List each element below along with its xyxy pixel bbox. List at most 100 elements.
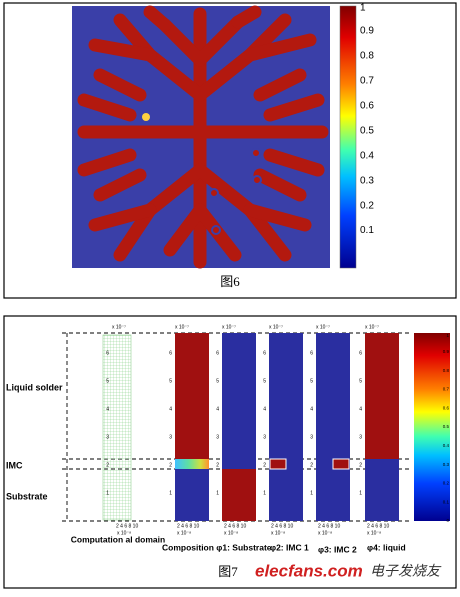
region-label: Substrate [6,491,48,501]
exponent-label: x 10⁻⁷ [112,324,126,330]
x-tick-labels: 2 4 6 8 10 [367,523,389,529]
y-tick-label: 6 [106,350,109,356]
droplet [142,113,150,121]
caption: 图7 [218,564,238,579]
y-tick-label: 4 [359,406,362,412]
dendrite [77,5,329,269]
exponent-label: x 10⁻⁸ [224,530,238,536]
x-tick-labels: 2 4 6 8 10 [318,523,340,529]
x-tick-labels: 2 4 6 8 10 [116,523,138,529]
y-tick-label: 2 [263,462,266,468]
y-tick-label: 4 [263,406,266,412]
y-tick-label: 1 [106,490,109,496]
y-tick-label: 6 [216,350,219,356]
panels [175,333,399,521]
exponent-label: x 10⁻⁷ [222,324,236,330]
region-label: Liquid solder [6,382,63,392]
y-tick-label: 1 [263,490,266,496]
droplet [211,225,221,235]
droplet [209,188,219,198]
y-tick-label: 4 [310,406,313,412]
y-tick-label: 6 [359,350,362,356]
x-tick-labels: 2 4 6 8 10 [271,523,293,529]
exponent-label: x 10⁻⁸ [318,530,332,536]
y-tick-label: 5 [359,378,362,384]
y-tick-label: 1 [216,490,219,496]
y-tick-label: 3 [106,434,109,440]
colorbar-tick-label: 1 [446,333,449,338]
droplet [251,148,261,158]
colorbar-tick-label: 0.8 [443,368,450,373]
y-tick-label: 1 [359,490,362,496]
y-tick-label: 6 [169,350,172,356]
region-label: IMC [6,460,23,470]
colorbar-tick-label: 0.4 [360,150,374,161]
panel-label: φ3: IMC 2 [318,544,357,554]
exponent-label: x 10⁻⁸ [117,530,131,536]
colorbar-tick-label: 0.5 [443,424,450,429]
y-tick-label: 6 [263,350,266,356]
exponent-label: x 10⁻⁸ [367,530,381,536]
y-tick-label: 2 [106,462,109,468]
colorbar-tick-label: 0.7 [360,75,374,86]
y-tick-label: 4 [106,406,109,412]
colorbar-tick-label: 0.9 [443,349,450,354]
colorbar-tick-label: 0.9 [360,26,374,37]
y-tick-label: 5 [310,378,313,384]
colorbar [414,333,450,521]
droplet [252,175,262,185]
colorbar-tick-label: 0.2 [443,481,450,486]
panel-label: Composition φ1: Substrate [162,542,272,552]
colorbar-tick-label: 0 [446,518,449,523]
y-tick-label: 2 [216,462,219,468]
colorbar-tick-label: 0.7 [443,387,450,392]
colorbar-tick-label: 0.6 [360,100,374,111]
y-tick-label: 1 [169,490,172,496]
y-tick-label: 2 [310,462,313,468]
colorbar-tick-label: 0.3 [360,175,374,186]
mesh [102,334,132,521]
y-tick-label: 6 [310,350,313,356]
colorbar-tick-label: 0.8 [360,51,374,62]
y-tick-label: 5 [216,378,219,384]
y-tick-label: 5 [106,378,109,384]
exponent-label: x 10⁻⁷ [269,324,283,330]
exponent-label: x 10⁻⁸ [177,530,191,536]
figure-frame [3,315,457,589]
x-tick-labels: 2 4 6 8 10 [224,523,246,529]
y-tick-label: 3 [310,434,313,440]
y-tick-label: 3 [359,434,362,440]
colorbar-tick-label: 0.6 [443,405,450,410]
domain-label: Computation al domain [71,534,165,544]
colorbar-tick-label: 0.5 [360,125,374,136]
exponent-label: x 10⁻⁸ [271,530,285,536]
caption: 图6 [220,274,240,289]
colorbar-tick-label: 0.1 [443,499,450,504]
y-tick-label: 5 [263,378,266,384]
y-tick-label: 1 [310,490,313,496]
exponent-label: x 10⁻⁷ [316,324,330,330]
exponent-label: x 10⁻⁷ [175,324,189,330]
x-tick-labels: 2 4 6 8 10 [177,523,199,529]
y-tick-label: 4 [169,406,172,412]
figure-frame [3,2,457,299]
y-tick-label: 5 [169,378,172,384]
y-tick-label: 3 [169,434,172,440]
colorbar [339,5,357,269]
colorbar-tick-label: 0.2 [360,200,374,211]
colorbar-tick-label: 0.4 [443,443,450,448]
panel-label: φ4: liquid [367,542,406,552]
y-tick-label: 2 [169,462,172,468]
y-tick-label: 4 [216,406,219,412]
watermark-cn: 电子发烧友 [370,563,442,579]
panel-label: φ2: IMC 1 [270,542,309,552]
y-tick-label: 3 [263,434,266,440]
exponent-label: x 10⁻⁷ [365,324,379,330]
watermark-brand: elecfans.com [255,561,363,580]
colorbar-tick-label: 1 [360,3,366,14]
y-tick-label: 3 [216,434,219,440]
colorbar-tick-label: 0.1 [360,225,374,236]
y-tick-label: 2 [359,462,362,468]
colorbar-tick-label: 0.3 [443,462,450,467]
